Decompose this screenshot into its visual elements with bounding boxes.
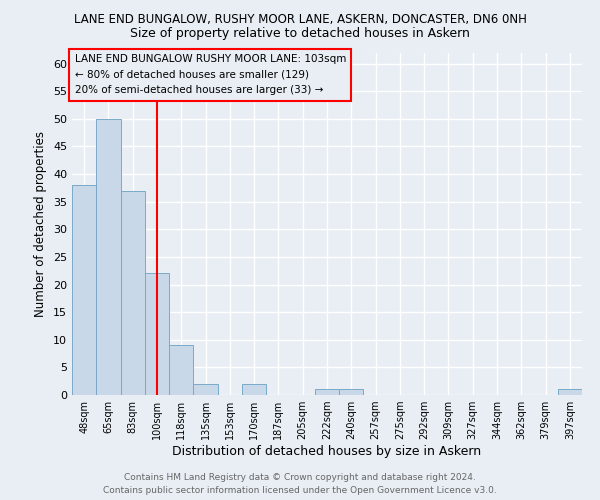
Text: LANE END BUNGALOW, RUSHY MOOR LANE, ASKERN, DONCASTER, DN6 0NH: LANE END BUNGALOW, RUSHY MOOR LANE, ASKE… bbox=[74, 12, 526, 26]
Bar bbox=[339, 390, 364, 395]
Bar bbox=[121, 190, 145, 395]
Bar bbox=[96, 119, 121, 395]
Text: LANE END BUNGALOW RUSHY MOOR LANE: 103sqm
← 80% of detached houses are smaller (: LANE END BUNGALOW RUSHY MOOR LANE: 103sq… bbox=[74, 54, 346, 96]
Bar bbox=[72, 185, 96, 395]
Bar bbox=[242, 384, 266, 395]
X-axis label: Distribution of detached houses by size in Askern: Distribution of detached houses by size … bbox=[172, 445, 482, 458]
Bar bbox=[169, 346, 193, 395]
Text: Contains HM Land Registry data © Crown copyright and database right 2024.
Contai: Contains HM Land Registry data © Crown c… bbox=[103, 474, 497, 495]
Text: Size of property relative to detached houses in Askern: Size of property relative to detached ho… bbox=[130, 28, 470, 40]
Y-axis label: Number of detached properties: Number of detached properties bbox=[34, 130, 47, 317]
Bar bbox=[145, 274, 169, 395]
Bar bbox=[315, 390, 339, 395]
Bar bbox=[193, 384, 218, 395]
Bar bbox=[558, 390, 582, 395]
